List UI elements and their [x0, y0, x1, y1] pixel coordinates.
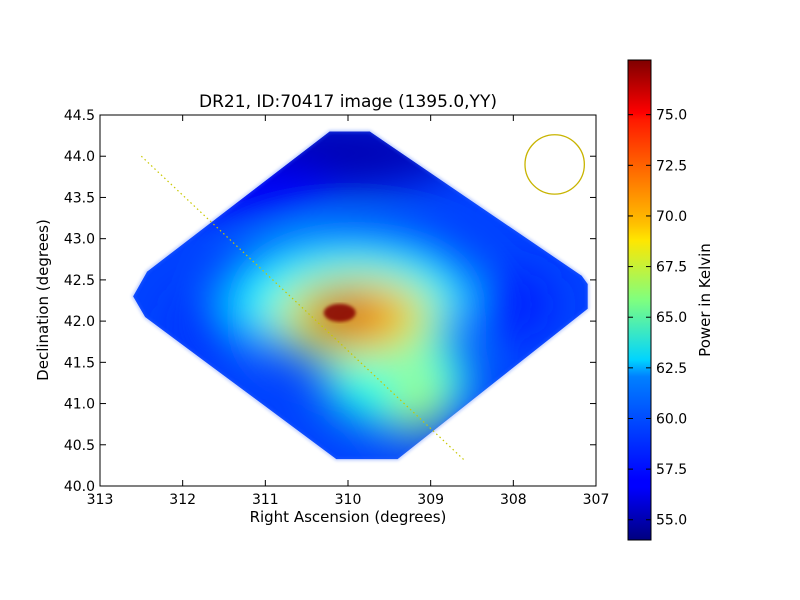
heatmap-blob-2: [471, 271, 555, 338]
heatmap-blob-7: [397, 362, 439, 437]
y-axis-label: Declination (degrees): [34, 219, 52, 381]
colorbar-ticks: 55.0 57.5 60.0 62.5 65.0 67.5 70.0 72.5 75.0: [628, 108, 687, 529]
x-tick-label: 313: [87, 492, 114, 508]
dotted-scan-line: [140, 155, 465, 461]
x-tick-label: 308: [500, 492, 527, 508]
colorbar-label: Power in Kelvin: [696, 243, 714, 357]
colorbar-tick-label: 75.0: [656, 108, 687, 124]
colorbar-tick-label: 62.5: [656, 361, 687, 377]
y-tick-label: 42.0: [64, 314, 95, 330]
y-tick-label: 40.0: [64, 479, 95, 495]
colorbar-frame: [627, 59, 652, 541]
y-tick-label: 41.5: [64, 355, 95, 371]
y-axis: 40.0 40.5 41.0 41.5 42.0 42.5 43.0 43.5 44.0 44.5: [64, 108, 596, 495]
y-tick-label: 43.0: [64, 232, 95, 248]
x-tick-label: 307: [583, 492, 610, 508]
chart-title: DR21, ID:70417 image (1395.0,YY): [199, 92, 497, 112]
colorbar-tick-label: 67.5: [656, 260, 687, 276]
y-tick-label: 43.5: [64, 190, 95, 206]
colorbar-tick-label: 60.0: [656, 411, 687, 427]
y-tick-label: 44.0: [64, 149, 95, 165]
colorbar-tick-label: 55.0: [656, 513, 687, 529]
y-tick-label: 40.5: [64, 438, 95, 454]
colorbar-tick-label: 65.0: [656, 310, 687, 326]
y-tick-label: 44.5: [64, 108, 95, 124]
colorbar-tick-label: 57.5: [656, 462, 687, 478]
x-tick-label: 310: [335, 492, 362, 508]
y-tick-label: 42.5: [64, 273, 95, 289]
x-axis: 313 312 311 310 309 308 307: [87, 115, 610, 508]
beam-circle: [524, 134, 585, 195]
heatmap-field: [166, 131, 555, 437]
colorbar: 55.0 57.5 60.0 62.5 65.0 67.5 70.0 72.5 75.0 Pow…: [627, 59, 714, 541]
colorbar-tick-label: 70.0: [656, 209, 687, 225]
colorbar-tick-label: 72.5: [656, 158, 687, 174]
x-tick-label: 309: [417, 492, 444, 508]
x-tick-label: 311: [252, 492, 279, 508]
colorbar-fill: [628, 60, 651, 540]
peak-0: [323, 303, 356, 322]
map-edge: [131, 130, 589, 461]
y-tick-label: 41.0: [64, 397, 95, 413]
x-axis-label: Right Ascension (degrees): [250, 508, 447, 526]
x-tick-label: 312: [169, 492, 196, 508]
plot-area: 313 312 311 310 309 308 307 40.0 40.5 41.0 41.5 42…: [64, 108, 610, 508]
